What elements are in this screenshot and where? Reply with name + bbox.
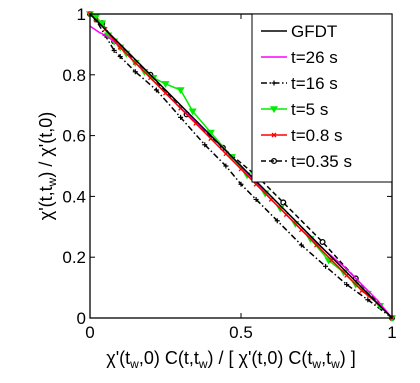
legend: GFDT t=26 s t=16 s t=5 s t=0.8 s t=0.35 s (251, 13, 393, 183)
y-tick-label: 0.8 (62, 66, 86, 85)
y-tick-label: 0.2 (62, 248, 86, 267)
data-point-t-5-s (188, 108, 197, 116)
legend-label: GFDT (291, 22, 337, 41)
data-point-t-0-35-s (280, 199, 287, 206)
data-point-t-16-s (132, 69, 138, 75)
data-point-t-16-s (117, 54, 123, 60)
data-point-t-16-s (253, 196, 259, 202)
x-axis-label-part: w (129, 357, 139, 371)
series-t-0-8-s (87, 11, 395, 321)
axes-layer: 0 0.5 100.20.40.60.81χ'(tw,0) C(t,tw) / [ … (36, 5, 397, 371)
x-axis-label-part: χ'(t (106, 348, 130, 368)
legend-marker (271, 132, 277, 138)
y-tick-label: 0.6 (62, 127, 86, 146)
x-axis-label-part: ,t (321, 348, 331, 368)
x-tick-label: 1 (387, 323, 396, 342)
series-layer (85, 10, 397, 323)
data-point-t-16-s (153, 87, 159, 93)
x-tick-label: 0.5 (229, 323, 253, 342)
x-axis-label-part: ,0) C(t,t (139, 348, 199, 368)
legend-item-t-26-s: t=26 s (261, 48, 338, 67)
legend-label: t=5 s (291, 100, 328, 119)
series-line-t-0-8-s (89, 13, 393, 319)
series-gfdt (89, 13, 393, 319)
data-point-t-16-s (111, 47, 117, 53)
legend-label: t=0.8 s (291, 126, 343, 145)
series-line-gfdt (89, 13, 393, 319)
legend-marker (271, 80, 277, 86)
data-point-t-5-s (176, 87, 185, 95)
data-point-t-16-s (223, 163, 229, 169)
y-axis-label-part: ) / χ'(t,0) (36, 112, 56, 178)
legend-box (251, 13, 393, 183)
data-point-t-16-s (323, 263, 329, 269)
y-axis-label-part: χ'(t,t (36, 186, 56, 220)
legend-item-t-16-s: t=16 s (261, 74, 338, 93)
data-point-t-16-s (178, 114, 184, 120)
y-tick-label: 0 (77, 309, 86, 328)
legend-item-t-5-s: t=5 s (261, 100, 328, 119)
y-tick-label: 1 (77, 5, 86, 24)
x-tick-label: 0 (85, 323, 94, 342)
x-axis-label-part: w (330, 357, 340, 371)
legend-marker (270, 157, 278, 165)
x-axis-label-part: ) / [ χ'(t,0) C(t (208, 348, 313, 368)
x-axis-label: χ'(tw,0) C(t,tw) / [ χ'(t,0) C(tw,tw) ] (106, 348, 356, 371)
legend-label: t=26 s (291, 48, 338, 67)
data-point-t-5-s (161, 81, 170, 89)
data-point-t-16-s (344, 282, 350, 288)
legend-item-t-0-35-s: t=0.35 s (261, 152, 352, 171)
data-point-t-16-s (238, 181, 244, 187)
legend-label: t=0.35 s (291, 152, 352, 171)
x-axis-label-part: w (198, 357, 208, 371)
y-axis-label: χ'(t,tw) / χ'(t,0) (36, 112, 59, 220)
x-axis-label-part: w (311, 357, 321, 371)
data-point-t-0-35-s (319, 238, 326, 246)
series-line-t-16-s (89, 13, 393, 319)
data-point-t-16-s (298, 242, 304, 248)
data-point-t-16-s (274, 218, 280, 224)
legend-marker (269, 106, 279, 114)
legend-label: t=16 s (291, 74, 338, 93)
legend-item-gfdt: GFDT (261, 22, 337, 41)
y-axis-label-group: χ'(t,tw) / χ'(t,0) (36, 112, 59, 220)
x-axis-label-part: ) ] (340, 348, 356, 368)
data-point-t-16-s (202, 142, 208, 148)
y-axis-label-part: w (45, 177, 59, 187)
legend-item-t-0-8-s: t=0.8 s (261, 126, 343, 145)
data-point-t-16-s (365, 297, 371, 303)
y-tick-label: 0.4 (62, 187, 86, 206)
